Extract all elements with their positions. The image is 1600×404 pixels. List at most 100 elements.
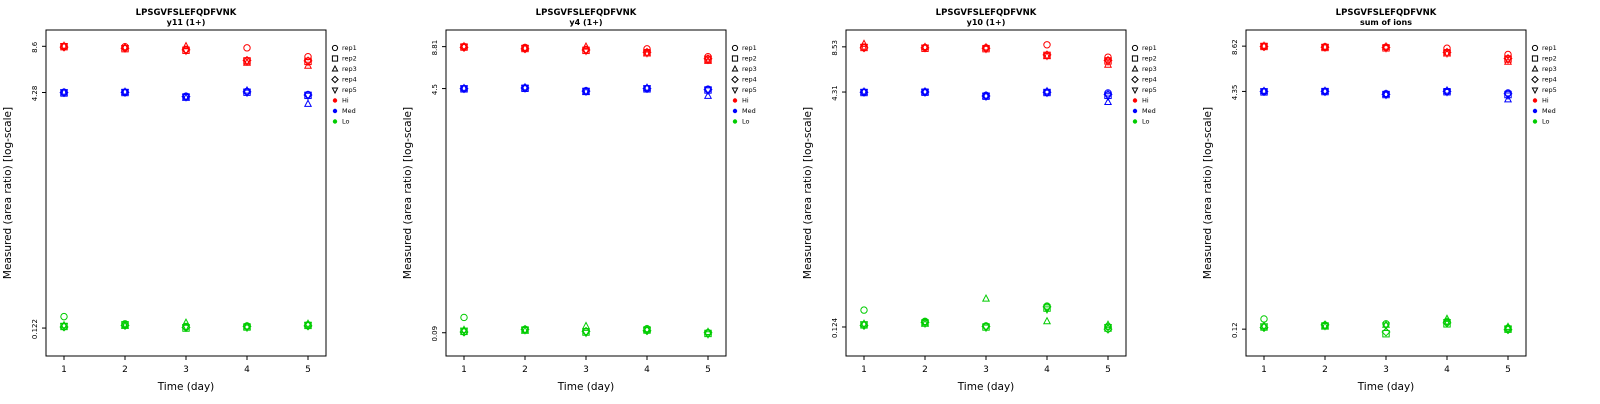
svg-text:Med: Med — [1542, 107, 1556, 115]
svg-text:LPSGVFSLEFQDFVNK: LPSGVFSLEFQDFVNK — [936, 8, 1037, 18]
svg-text:4: 4 — [1444, 365, 1450, 375]
svg-text:rep4: rep4 — [342, 76, 357, 84]
svg-text:rep4: rep4 — [742, 76, 757, 84]
svg-text:Med: Med — [342, 107, 356, 115]
svg-text:LPSGVFSLEFQDFVNK: LPSGVFSLEFQDFVNK — [536, 8, 637, 18]
x-axis: 1 2 3 4 5 Time (day) — [861, 356, 1111, 393]
svg-text:5: 5 — [705, 365, 711, 375]
svg-text:rep1: rep1 — [342, 44, 357, 52]
svg-text:Hi: Hi — [742, 97, 749, 105]
svg-text:5: 5 — [1105, 365, 1111, 375]
svg-text:Lo: Lo — [742, 118, 750, 126]
svg-text:rep3: rep3 — [1542, 65, 1557, 73]
svg-text:y4 (1+): y4 (1+) — [569, 18, 602, 27]
svg-text:Time (day): Time (day) — [557, 381, 615, 393]
svg-text:rep5: rep5 — [742, 86, 757, 94]
svg-text:5: 5 — [305, 365, 311, 375]
legend: rep1 rep2 rep3 rep4 rep5 Hi Med Lo — [331, 44, 357, 126]
svg-text:4.28: 4.28 — [31, 86, 39, 102]
svg-text:2: 2 — [122, 365, 128, 375]
svg-text:Med: Med — [742, 107, 756, 115]
legend: rep1 rep2 rep3 rep4 rep5 Hi Med Lo — [1131, 44, 1157, 126]
svg-text:rep5: rep5 — [342, 86, 357, 94]
svg-text:8.62: 8.62 — [1231, 39, 1239, 55]
data-points — [1259, 41, 1513, 338]
chart-panel: LPSGVFSLEFQDFVNK y11 (1+) 8.6 4.28 0.122 Meas… — [0, 0, 400, 400]
svg-text:8.6: 8.6 — [31, 41, 39, 53]
svg-text:Med: Med — [1142, 107, 1156, 115]
svg-text:Time (day): Time (day) — [157, 381, 215, 393]
svg-text:rep4: rep4 — [1142, 76, 1157, 84]
svg-text:1: 1 — [1261, 365, 1267, 375]
svg-text:Measured (area ratio) [log-sca: Measured (area ratio) [log-scale] — [2, 107, 14, 279]
svg-text:2: 2 — [522, 365, 528, 375]
svg-text:rep5: rep5 — [1142, 86, 1157, 94]
svg-text:rep2: rep2 — [742, 55, 757, 63]
svg-text:rep1: rep1 — [742, 44, 757, 52]
svg-text:Hi: Hi — [342, 97, 349, 105]
svg-text:0.12: 0.12 — [1231, 322, 1239, 338]
svg-text:rep2: rep2 — [1542, 55, 1557, 63]
svg-text:rep4: rep4 — [1542, 76, 1557, 84]
svg-text:4.35: 4.35 — [1231, 85, 1239, 101]
svg-text:rep1: rep1 — [1142, 44, 1157, 52]
svg-text:Lo: Lo — [1542, 118, 1550, 126]
svg-text:Measured (area ratio) [log-sca: Measured (area ratio) [log-scale] — [802, 107, 814, 279]
svg-text:3: 3 — [1383, 365, 1389, 375]
svg-text:LPSGVFSLEFQDFVNK: LPSGVFSLEFQDFVNK — [1336, 8, 1437, 18]
legend: rep1 rep2 rep3 rep4 rep5 Hi Med Lo — [731, 44, 757, 126]
svg-text:2: 2 — [1322, 365, 1328, 375]
svg-text:rep3: rep3 — [742, 65, 757, 73]
svg-text:rep1: rep1 — [1542, 44, 1557, 52]
svg-text:4: 4 — [1044, 365, 1050, 375]
svg-text:8.53: 8.53 — [831, 40, 839, 56]
y-axis: 8.53 4.31 0.124 Measured (area ratio) [log-… — [802, 40, 846, 338]
plot-box — [445, 29, 727, 357]
x-axis: 1 2 3 4 5 Time (day) — [1261, 356, 1511, 393]
svg-text:y10 (1+): y10 (1+) — [967, 18, 1006, 27]
svg-text:4.31: 4.31 — [831, 85, 839, 101]
svg-text:2: 2 — [922, 365, 928, 375]
svg-text:y11 (1+): y11 (1+) — [167, 18, 206, 27]
svg-text:rep3: rep3 — [1142, 65, 1157, 73]
chart-panel: LPSGVFSLEFQDFVNK y4 (1+) 8.81 4.5 0.09 Measur… — [400, 0, 800, 400]
svg-text:0.122: 0.122 — [31, 319, 39, 339]
data-points — [859, 39, 1113, 334]
svg-text:Time (day): Time (day) — [1357, 381, 1415, 393]
svg-text:0.09: 0.09 — [431, 326, 439, 342]
svg-text:rep5: rep5 — [1542, 86, 1557, 94]
data-points — [59, 41, 313, 333]
svg-text:1: 1 — [461, 365, 467, 375]
svg-text:3: 3 — [183, 365, 189, 375]
svg-text:4.5: 4.5 — [431, 84, 439, 95]
svg-text:rep2: rep2 — [342, 55, 357, 63]
svg-text:sum of ions: sum of ions — [1360, 18, 1412, 27]
svg-text:rep3: rep3 — [342, 65, 357, 73]
svg-text:rep2: rep2 — [1142, 55, 1157, 63]
legend: rep1 rep2 rep3 rep4 rep5 Hi Med Lo — [1531, 44, 1557, 126]
y-axis: 8.62 4.35 0.12 Measured (area ratio) [log-s… — [1202, 39, 1246, 338]
svg-text:Measured (area ratio) [log-sca: Measured (area ratio) [log-scale] — [1202, 107, 1214, 279]
svg-text:Measured (area ratio) [log-sca: Measured (area ratio) [log-scale] — [402, 107, 414, 279]
svg-text:Hi: Hi — [1142, 97, 1149, 105]
svg-text:1: 1 — [61, 365, 67, 375]
plot-box — [845, 29, 1127, 357]
x-axis: 1 2 3 4 5 Time (day) — [461, 356, 711, 393]
svg-text:Hi: Hi — [1542, 97, 1549, 105]
svg-text:8.81: 8.81 — [431, 40, 439, 56]
svg-text:Lo: Lo — [1142, 118, 1150, 126]
chart-panel: LPSGVFSLEFQDFVNK sum of ions 8.62 4.35 0.12 M… — [1200, 0, 1600, 400]
plot-box — [1245, 29, 1527, 357]
svg-text:1: 1 — [861, 365, 867, 375]
svg-text:4: 4 — [244, 365, 250, 375]
svg-text:Lo: Lo — [342, 118, 350, 126]
chart-panel: LPSGVFSLEFQDFVNK y10 (1+) 8.53 4.31 0.124 Mea… — [800, 0, 1200, 400]
